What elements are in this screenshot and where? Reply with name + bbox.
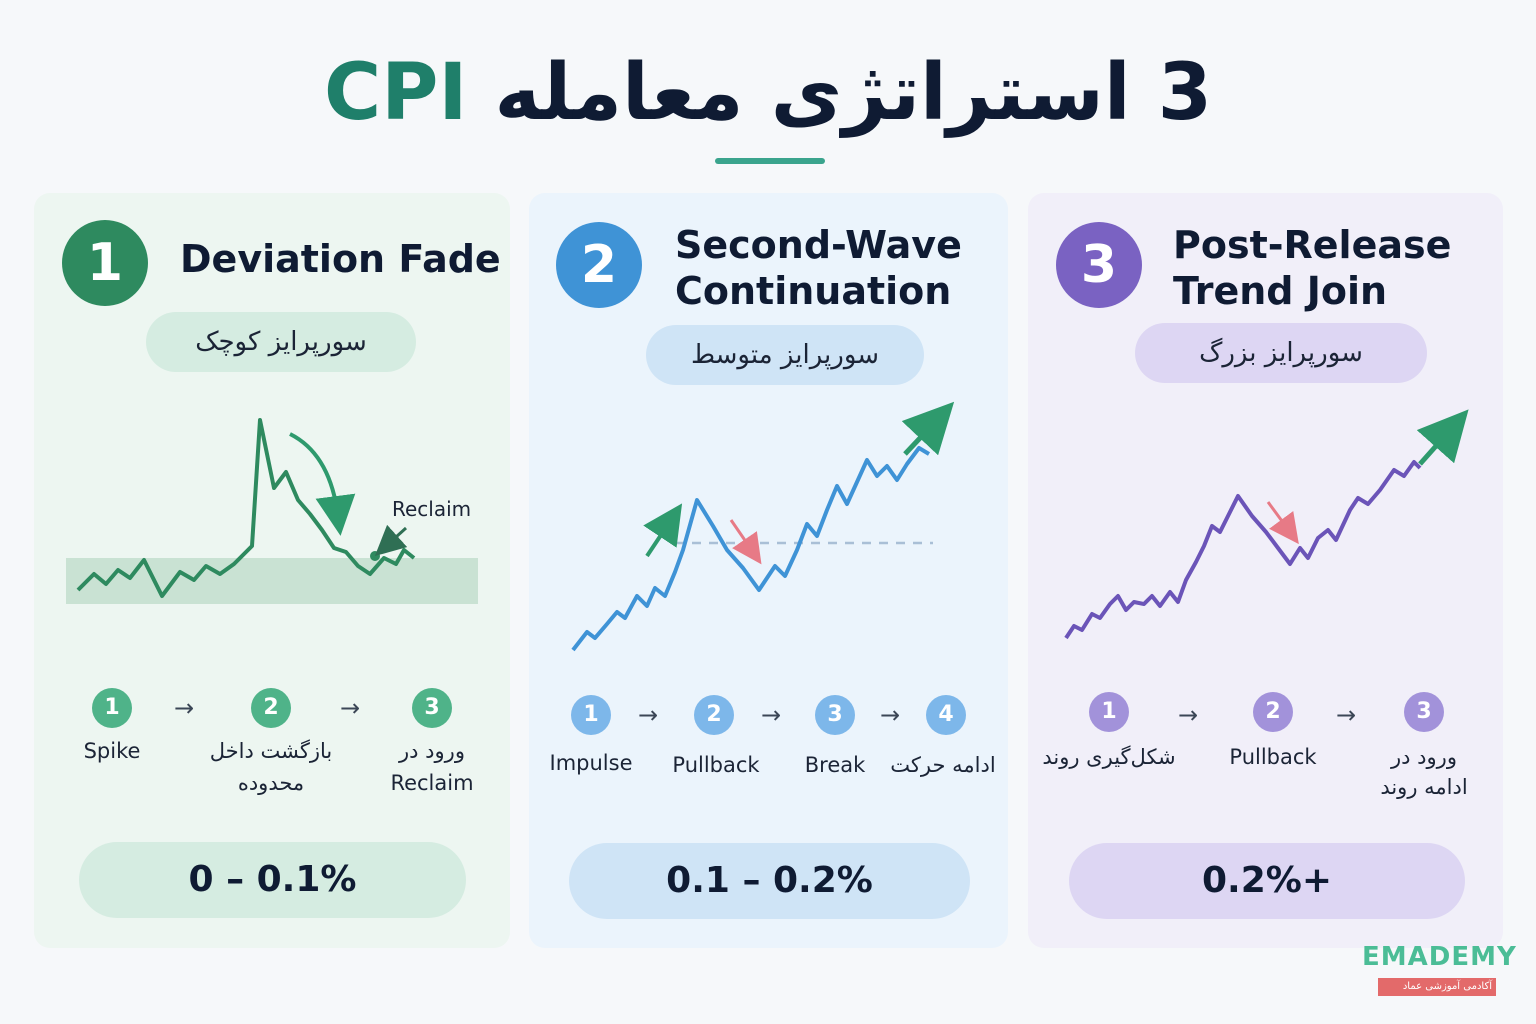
fade-arrow bbox=[289, 432, 356, 536]
strategy-card-2 bbox=[529, 193, 1008, 948]
logo-tagline: آکادمی آموزشی عماد bbox=[1378, 978, 1496, 996]
reclaim-arrow bbox=[374, 524, 408, 557]
card-1-surprise-pill: سورپرایز کوچک bbox=[146, 312, 416, 372]
card-1-step-arrow-2: → bbox=[340, 694, 361, 722]
continuation-arrow bbox=[901, 401, 955, 456]
logo-name: EMADEMY bbox=[1362, 942, 1517, 972]
reclaim-label: Reclaim bbox=[392, 497, 471, 521]
card-3-title-line2: Trend Join bbox=[1173, 269, 1388, 313]
card-3-step-3-label: ورود در bbox=[1391, 745, 1457, 769]
range-zone bbox=[66, 558, 478, 604]
card-2-step-4-label: ادامه حرکت bbox=[890, 753, 996, 777]
card-3-step-3-label-line2: ادامه روند bbox=[1380, 775, 1468, 799]
card-3-price-line bbox=[1064, 460, 1422, 640]
card-3-step-1-circle: 1 bbox=[1089, 692, 1129, 732]
card-2-price-line bbox=[571, 446, 931, 652]
card-2-step-4-circle: 4 bbox=[926, 695, 966, 735]
card-3-step-arrow-2: → bbox=[1336, 701, 1357, 729]
card-3-step-arrow-1: → bbox=[1178, 701, 1199, 729]
card-1-step-3-circle: 3 bbox=[412, 688, 452, 728]
pullback-arrow bbox=[1266, 501, 1299, 545]
card-1-range-pill: 0 – 0.1% bbox=[79, 842, 466, 918]
card-1-step-1-label: Spike bbox=[83, 739, 141, 763]
card-1-step-arrow-1: → bbox=[174, 694, 195, 722]
card-3-range-pill: 0.2%+ bbox=[1069, 843, 1465, 919]
card-1-step-2-circle: 2 bbox=[251, 688, 291, 728]
card-2-step-1-label: Impulse bbox=[549, 751, 633, 775]
card-1-price-line bbox=[76, 418, 416, 598]
card-1-step-2-label-line2: محدوده bbox=[237, 771, 305, 795]
pullback-arrow bbox=[729, 519, 762, 565]
card-2-title: Second-Wave bbox=[675, 223, 962, 267]
card-2-step-2-circle: 2 bbox=[694, 695, 734, 735]
page-title: 3 استراتژی معامله CPI bbox=[0, 48, 1536, 138]
card-1-step-3-label-line2: Reclaim bbox=[390, 771, 474, 795]
title-underline bbox=[715, 158, 825, 164]
title-prefix: 3 استراتژی معامله bbox=[467, 48, 1213, 138]
card-2-step-2-label: Pullback bbox=[672, 753, 760, 777]
reclaim-point bbox=[370, 551, 380, 561]
impulse-arrow bbox=[643, 503, 683, 558]
card-1-step-3-label: ورود در bbox=[399, 739, 465, 763]
card-3-surprise-pill: سورپرایز بزرگ bbox=[1135, 323, 1427, 383]
card-2-step-arrow-2: → bbox=[761, 701, 782, 729]
card-2-step-3-circle: 3 bbox=[815, 695, 855, 735]
card-3-title: Post-Release bbox=[1173, 223, 1452, 267]
card-1-step-1-circle: 1 bbox=[92, 688, 132, 728]
card-2-step-arrow-3: → bbox=[880, 701, 901, 729]
strategy-card-3 bbox=[1028, 193, 1503, 948]
trend-arrow bbox=[1416, 409, 1469, 466]
card-2-step-arrow-1: → bbox=[638, 701, 659, 729]
card-1-title: Deviation Fade bbox=[180, 237, 501, 281]
card-2-range-pill: 0.1 – 0.2% bbox=[569, 843, 970, 919]
card-2-step-1-circle: 1 bbox=[571, 695, 611, 735]
card-2-chart bbox=[571, 401, 955, 652]
card-3-number-badge: 3 bbox=[1056, 222, 1142, 308]
card-3-chart bbox=[1064, 409, 1469, 640]
card-3-step-3-circle: 3 bbox=[1404, 692, 1444, 732]
card-2-title-line2: Continuation bbox=[675, 269, 952, 313]
card-3-step-2-label: Pullback bbox=[1229, 745, 1317, 769]
card-3-step-1-label: شکل‌گیری روند bbox=[1042, 745, 1176, 769]
card-2-surprise-pill: سورپرایز متوسط bbox=[646, 325, 924, 385]
emademy-logo: EMADEMY آکادمی آموزشی عماد bbox=[1362, 942, 1516, 1004]
title-highlight: CPI bbox=[323, 48, 468, 138]
card-1-number-badge: 1 bbox=[62, 220, 148, 306]
card-2-step-3-label: Break bbox=[804, 753, 866, 777]
card-2-number-badge: 2 bbox=[556, 222, 642, 308]
card-3-step-2-circle: 2 bbox=[1253, 692, 1293, 732]
card-1-step-2-label: بازگشت داخل bbox=[209, 739, 333, 763]
card-1-chart: Reclaim bbox=[66, 418, 478, 604]
